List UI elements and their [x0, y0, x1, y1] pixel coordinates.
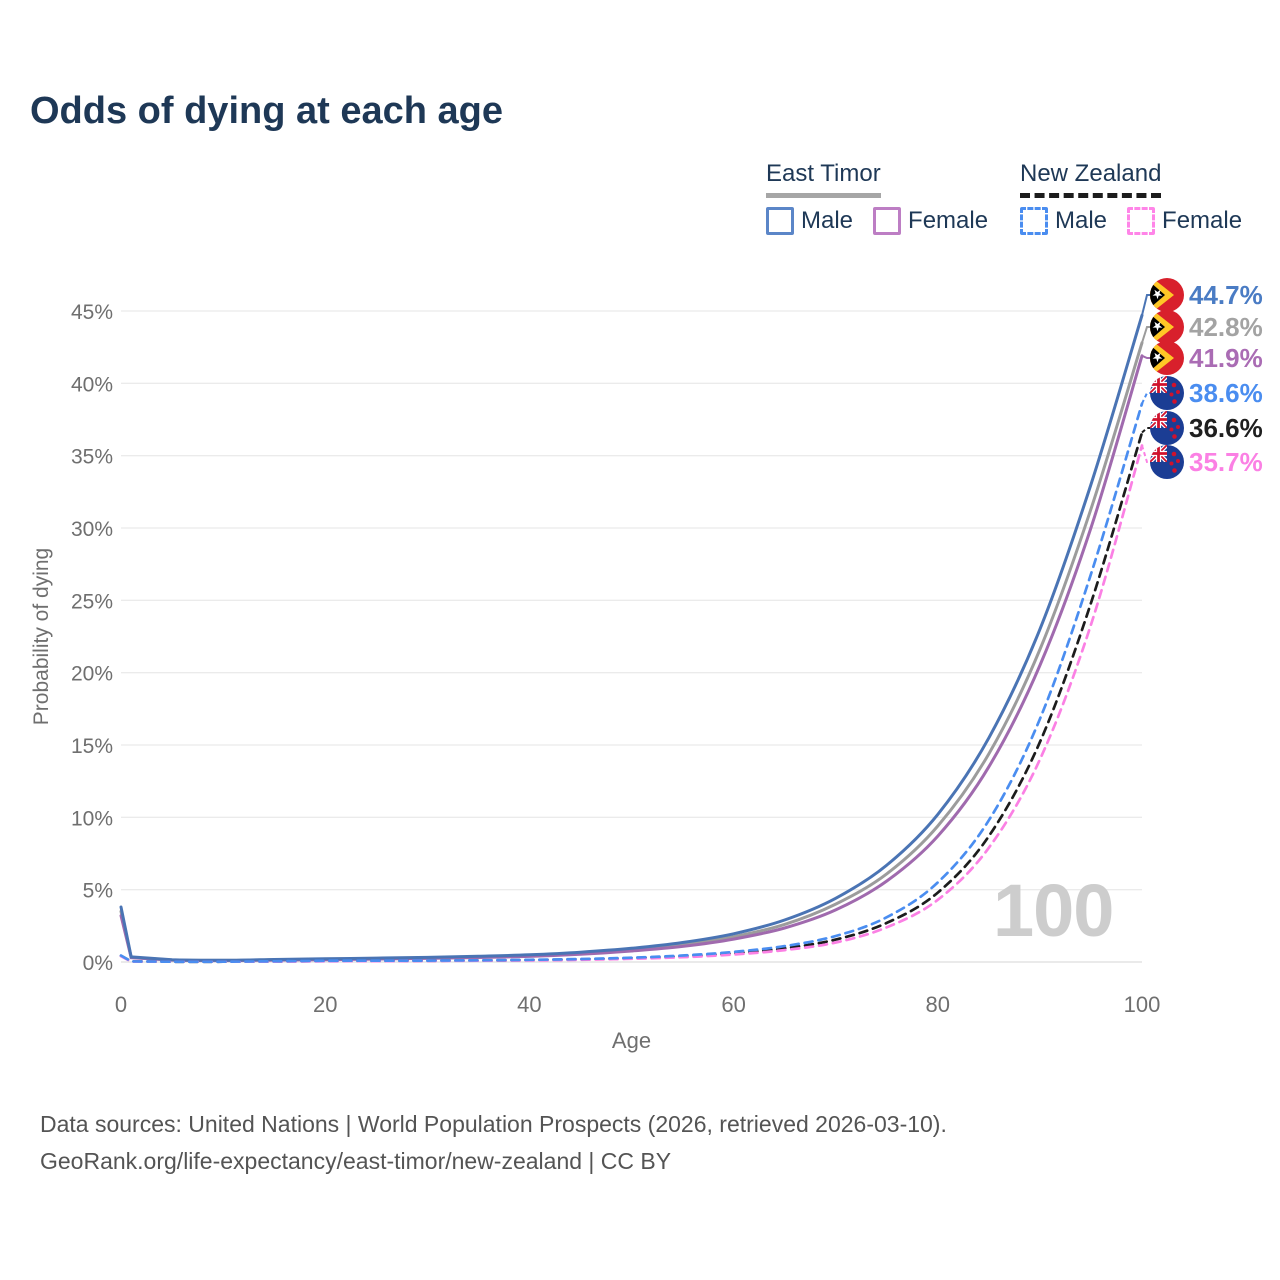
footer-data-sources: Data sources: United Nations | World Pop…	[40, 1111, 947, 1137]
y-tick-label: 15%	[71, 735, 113, 758]
x-tick-label: 80	[926, 992, 950, 1017]
y-tick-label: 45%	[71, 301, 113, 324]
end-label-connector	[1141, 326, 1150, 344]
footer-attribution: GeoRank.org/life-expectancy/east-timor/n…	[40, 1148, 672, 1174]
east-timor-flag-icon	[1150, 341, 1184, 375]
footer: Data sources: United Nations | World Pop…	[40, 1106, 947, 1180]
chart-title: Odds of dying at each age	[30, 90, 503, 132]
x-axis-title: Age	[612, 1028, 651, 1053]
end-label-connector	[1141, 392, 1150, 405]
y-tick-label: 40%	[71, 373, 113, 396]
legend-item-new-zealand-male[interactable]: Male	[1020, 207, 1107, 235]
series-line-new-zealand-male[interactable]	[119, 402, 1144, 964]
end-value-label: 36.6%	[1189, 413, 1263, 443]
legend-item-east-timor-male[interactable]: Male	[766, 207, 853, 235]
x-tick-label: 100	[1124, 992, 1161, 1017]
legend-swatch-new-zealand-female[interactable]	[1127, 207, 1156, 235]
end-value-label: 35.7%	[1189, 447, 1263, 477]
series-line-east-timor-male[interactable]	[119, 313, 1144, 962]
new-zealand-flag-icon	[1150, 411, 1184, 445]
series-line-new-zealand-female[interactable]	[119, 444, 1144, 964]
new-zealand-flag-icon	[1150, 445, 1184, 479]
age-counter-watermark: 100	[993, 869, 1114, 952]
end-value-label: 38.6%	[1189, 378, 1263, 408]
y-tick-label: 5%	[83, 880, 113, 903]
y-tick-label: 0%	[83, 952, 113, 975]
y-tick-label: 35%	[71, 446, 113, 469]
end-value-label: 41.9%	[1189, 343, 1263, 373]
y-tick-label: 30%	[71, 518, 113, 541]
x-tick-label: 20	[313, 992, 337, 1017]
legend-swatch-east-timor-female[interactable]	[873, 207, 902, 235]
end-label-connector	[1141, 294, 1150, 316]
x-tick-label: 0	[115, 992, 127, 1017]
x-tick-label: 40	[517, 992, 541, 1017]
end-value-label: 44.7%	[1189, 280, 1263, 310]
x-tick-label: 60	[721, 992, 745, 1017]
series-line-east-timor-female[interactable]	[119, 354, 1144, 963]
end-label-connector	[1141, 445, 1150, 463]
legend-item-label: Male	[801, 207, 854, 234]
end-label-connector	[1141, 427, 1150, 434]
legend-group-east-timor: East Timor Male Female	[766, 160, 988, 235]
y-axis-title: Probability of dying	[30, 548, 53, 725]
y-tick-label: 10%	[71, 807, 113, 830]
legend-header-east-timor[interactable]: East Timor	[766, 160, 881, 198]
end-value-label: 42.8%	[1189, 312, 1263, 342]
legend-group-new-zealand: New Zealand Male Female	[1020, 160, 1242, 235]
east-timor-flag-icon	[1150, 310, 1184, 344]
series-line-east-timor[interactable]	[119, 341, 1144, 962]
y-tick-label: 20%	[71, 663, 113, 686]
legend-swatch-new-zealand-male[interactable]	[1020, 207, 1048, 235]
legend-item-east-timor-female[interactable]: Female	[873, 207, 988, 235]
end-label-connector	[1141, 354, 1150, 359]
legend-item-label: Male	[1055, 207, 1108, 234]
east-timor-flag-icon	[1150, 278, 1184, 312]
series-line-new-zealand[interactable]	[119, 431, 1144, 964]
legend-swatch-east-timor-male[interactable]	[766, 207, 794, 235]
legend-header-label: East Timor	[766, 160, 881, 187]
y-tick-label: 25%	[71, 590, 113, 613]
legend-item-label: Female	[908, 207, 989, 234]
legend-header-label: New Zealand	[1020, 160, 1162, 187]
new-zealand-flag-icon	[1150, 376, 1184, 410]
legend-item-label: Female	[1162, 207, 1243, 234]
legend-item-new-zealand-female[interactable]: Female	[1127, 207, 1242, 235]
legend-header-new-zealand[interactable]: New Zealand	[1020, 160, 1162, 198]
